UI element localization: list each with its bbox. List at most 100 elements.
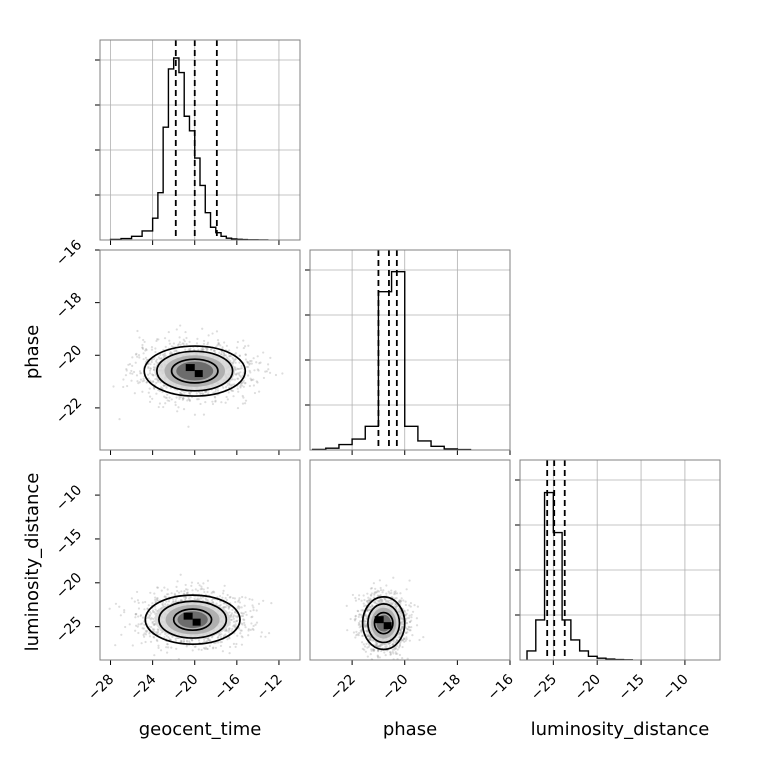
scatter-point [243, 402, 247, 405]
scatter-point [147, 365, 150, 369]
scatter-point [223, 341, 226, 344]
scatter-point [151, 621, 154, 625]
scatter-point [389, 599, 392, 602]
scatter-point [232, 617, 235, 620]
scatter-point [143, 379, 146, 382]
scatter-point [155, 598, 158, 602]
scatter-point [363, 620, 366, 623]
scatter-point [227, 605, 231, 609]
scatter-point [415, 624, 419, 627]
scatter-point [365, 630, 369, 633]
scatter-point [380, 649, 383, 653]
scatter-point [244, 399, 248, 402]
histogram-geocent_time [109, 57, 269, 240]
scatter-point [406, 631, 409, 634]
scatter-point [371, 603, 374, 607]
scatter-point [148, 615, 151, 618]
scatter-point [154, 377, 157, 381]
scatter-point [355, 634, 358, 637]
scatter-point [183, 640, 186, 643]
scatter-point [390, 591, 393, 595]
scatter-point [148, 635, 152, 638]
scatter-point [250, 622, 253, 625]
scatter-point [267, 632, 271, 635]
scatter-point [148, 387, 151, 390]
scatter-point [237, 390, 240, 393]
scatter-point [243, 621, 246, 624]
scatter-point [403, 637, 406, 640]
scatter-point [376, 599, 379, 602]
scatter-point [217, 636, 220, 639]
scatter-point [378, 599, 381, 602]
scatter-point [408, 614, 411, 617]
scatter-point [401, 625, 405, 628]
scatter-point [165, 600, 168, 603]
scatter-point [252, 606, 255, 609]
scatter-point [151, 627, 154, 631]
scatter-point [173, 592, 176, 595]
scatter-point [399, 629, 402, 632]
scatter-point [152, 635, 155, 639]
scatter-point [197, 582, 200, 585]
scatter-point [377, 666, 379, 668]
scatter-point [238, 354, 241, 357]
scatter-point [119, 614, 122, 617]
scatter-point [135, 352, 138, 356]
contour-level-2 [158, 600, 228, 639]
scatter-point [228, 383, 231, 386]
scatter-point [384, 654, 387, 657]
scatter-point [220, 353, 223, 356]
scatter-point [201, 349, 204, 352]
scatter-point [149, 367, 152, 370]
scatter-point [237, 605, 240, 609]
scatter-point [182, 592, 185, 595]
scatter-point [161, 601, 165, 604]
scatter-point [209, 639, 212, 642]
scatter-point [188, 398, 191, 402]
scatter-point [352, 631, 356, 634]
scatter-point [416, 605, 419, 608]
scatter-point [213, 349, 216, 352]
scatter-point [206, 590, 209, 594]
scatter-point [146, 629, 149, 632]
scatter-point [141, 347, 145, 351]
scatter-point [118, 418, 121, 421]
scatter-point [174, 349, 178, 352]
scatter-point [206, 639, 209, 642]
scatter-point [234, 645, 237, 648]
scatter-point [181, 398, 184, 401]
scatter-point [405, 621, 408, 625]
scatter-point [193, 348, 196, 351]
ylabel-phase: phase [22, 325, 43, 379]
scatter-point [148, 632, 151, 635]
scatter-point [367, 596, 370, 599]
scatter-point [204, 597, 207, 600]
scatter-point [372, 648, 375, 651]
scatter-point [394, 597, 397, 600]
scatter-point [231, 356, 234, 360]
scatter-point [189, 347, 192, 350]
scatter-point [370, 598, 373, 601]
scatter-point [374, 644, 377, 647]
scatter-point [144, 640, 147, 644]
scatter-point [156, 630, 160, 633]
scatter-point [158, 402, 162, 405]
scatter-point [114, 602, 118, 605]
scatter-point [360, 609, 363, 612]
scatter-point [229, 614, 232, 617]
scatter-point [190, 581, 194, 584]
scatter-point [165, 634, 168, 637]
scatter-point [179, 391, 182, 395]
scatter-point [154, 598, 157, 601]
scatter-point [398, 599, 401, 602]
scatter-point [131, 372, 134, 375]
scatter-point [198, 584, 201, 587]
scatter-point [201, 327, 204, 330]
scatter-point [185, 645, 188, 648]
scatter-point [398, 633, 401, 636]
scatter-point [392, 643, 395, 646]
scatter-point [408, 604, 411, 607]
scatter-point [184, 588, 188, 591]
scatter-point [160, 589, 163, 592]
scatter-point [152, 374, 155, 377]
